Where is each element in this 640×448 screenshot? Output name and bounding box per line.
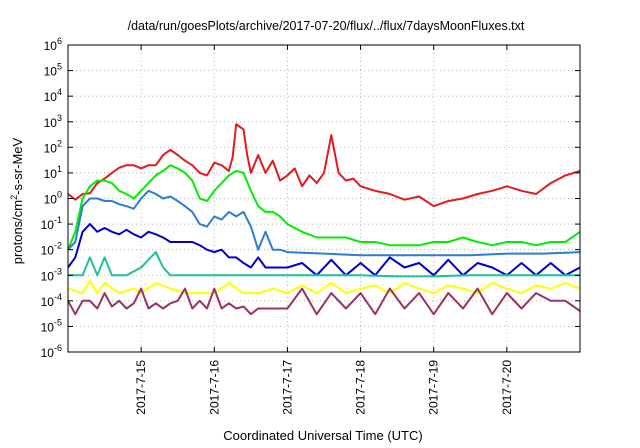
y-tick-label-exponent: 4 bbox=[57, 87, 62, 97]
y-tick-label-base: 10 bbox=[41, 295, 55, 309]
x-tick-label: 2017-7-20 bbox=[500, 360, 514, 415]
y-tick-label: 10-2 bbox=[41, 241, 62, 258]
series-line-2 bbox=[67, 164, 581, 251]
y-tick-label: 101 bbox=[44, 164, 62, 181]
y-tick-label-exponent: -3 bbox=[54, 266, 62, 276]
x-axis-ticks: 2017-7-15 2017-7-16 2017-7-17 2017-7-18 2017… bbox=[134, 45, 514, 415]
y-tick-label-exponent: -6 bbox=[54, 343, 62, 353]
x-tick-label: 2017-7-18 bbox=[354, 360, 368, 415]
x-tick-label: 2017-7-17 bbox=[280, 360, 294, 415]
x-axis-label: Coordinated Universal Time (UTC) bbox=[223, 428, 422, 443]
x-tick-label: 2017-7-15 bbox=[134, 360, 148, 415]
y-tick-label-exponent: 5 bbox=[57, 62, 62, 72]
chart-title: /data/run/goesPlots/archive/2017-07-20/f… bbox=[128, 19, 525, 33]
y-tick-label-base: 10 bbox=[41, 346, 55, 360]
y-tick-label-base: 10 bbox=[44, 141, 58, 155]
y-tick-label-base: 10 bbox=[41, 320, 55, 334]
y-axis-label-rest: -s-sr-MeV bbox=[10, 137, 25, 194]
y-tick-label-exponent: 1 bbox=[57, 164, 62, 174]
y-axis-label-exponent: 2 bbox=[9, 195, 19, 200]
y-tick-label-base: 10 bbox=[41, 269, 55, 283]
y-tick-label: 10-3 bbox=[41, 266, 62, 283]
y-tick-label: 104 bbox=[44, 87, 62, 104]
y-axis-label: protons/cm2-s-sr-MeV bbox=[9, 137, 25, 264]
y-tick-label: 10-1 bbox=[41, 215, 62, 232]
y-tick-label-exponent: 6 bbox=[57, 36, 62, 46]
series-line-1 bbox=[67, 123, 581, 208]
data-series bbox=[67, 123, 581, 316]
x-tick-label: 2017-7-19 bbox=[427, 360, 441, 415]
y-tick-label-base: 10 bbox=[44, 193, 58, 207]
y-axis-label-main: protons/cm bbox=[10, 200, 25, 264]
y-tick-label-base: 10 bbox=[44, 116, 58, 130]
y-tick-label-base: 10 bbox=[44, 65, 58, 79]
y-tick-label: 100 bbox=[44, 190, 62, 207]
y-tick-label-exponent: 3 bbox=[57, 113, 62, 123]
x-tick-label: 2017-7-16 bbox=[207, 360, 221, 415]
y-tick-label-exponent: -5 bbox=[54, 317, 62, 327]
y-tick-label-exponent: 2 bbox=[57, 138, 62, 148]
y-tick-label-base: 10 bbox=[41, 244, 55, 258]
series-line-4 bbox=[67, 223, 581, 277]
grid bbox=[68, 45, 580, 352]
y-tick-label: 103 bbox=[44, 113, 62, 130]
y-tick-label: 10-5 bbox=[41, 317, 62, 334]
y-tick-label-base: 10 bbox=[41, 218, 55, 232]
y-tick-label: 10-6 bbox=[41, 343, 62, 360]
series-line-6 bbox=[67, 279, 581, 295]
y-tick-label: 10-4 bbox=[41, 292, 62, 309]
y-tick-label: 105 bbox=[44, 62, 62, 79]
y-tick-label: 106 bbox=[44, 36, 62, 53]
series-line-7 bbox=[67, 287, 581, 316]
y-tick-label-exponent: -2 bbox=[54, 241, 62, 251]
y-tick-label-base: 10 bbox=[44, 167, 58, 181]
y-tick-label-exponent: 0 bbox=[57, 190, 62, 200]
series-line-3 bbox=[67, 189, 581, 257]
y-tick-label: 102 bbox=[44, 138, 62, 155]
y-tick-label-exponent: -4 bbox=[54, 292, 62, 302]
series-line-5 bbox=[68, 251, 580, 278]
y-axis-ticks: 10-610-510-410-310-210-11001011021031041… bbox=[41, 36, 580, 360]
y-tick-label-exponent: -1 bbox=[54, 215, 62, 225]
y-tick-label-base: 10 bbox=[44, 90, 58, 104]
y-tick-label-base: 10 bbox=[44, 39, 58, 53]
